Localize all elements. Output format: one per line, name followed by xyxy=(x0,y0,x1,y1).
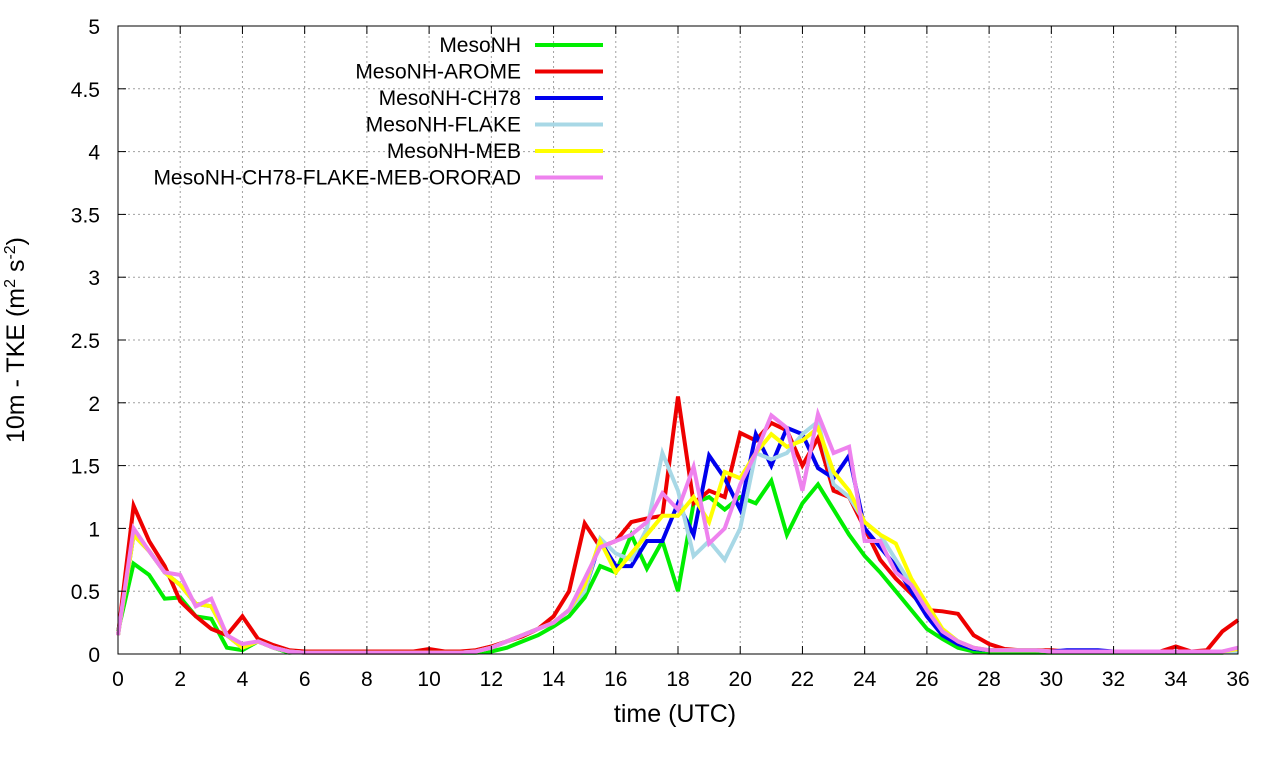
x-tick-label: 20 xyxy=(729,668,752,691)
y-axis-title-sup: 2 xyxy=(2,279,19,288)
y-tick-label: 2.5 xyxy=(71,330,100,353)
x-tick-label: 34 xyxy=(1164,668,1188,691)
x-tick-label: 16 xyxy=(604,668,627,691)
series-lines xyxy=(116,396,1240,655)
x-tick-label: 0 xyxy=(112,668,124,691)
y-axis-ticks: 0 0.5 1 1.5 2 2.5 3 3.5 4 4.5 5 xyxy=(71,16,1238,667)
y-tick-label: 1 xyxy=(88,518,100,541)
y-tick-label: 2 xyxy=(88,393,100,416)
legend-label: MesoNH-CH78-FLAKE-MEB-ORORAD xyxy=(153,167,521,190)
x-axis-title: time (UTC) xyxy=(614,700,736,728)
series-line-1 xyxy=(116,396,1240,654)
x-tick-label: 14 xyxy=(542,668,566,691)
y-tick-label: 3 xyxy=(88,267,100,290)
legend: MesoNH MesoNH-AROME MesoNH-CH78 MesoNH-FLAK… xyxy=(153,34,603,190)
x-tick-label: 4 xyxy=(237,668,249,691)
x-tick-label: 28 xyxy=(977,668,1000,691)
y-tick-label: 3.5 xyxy=(71,204,100,227)
x-tick-label: 36 xyxy=(1226,668,1249,691)
y-axis-title-part: s xyxy=(2,260,30,279)
legend-label: MesoNH xyxy=(439,34,521,57)
x-tick-label: 32 xyxy=(1102,668,1125,691)
x-tick-label: 26 xyxy=(915,668,938,691)
x-tick-label: 10 xyxy=(417,668,440,691)
legend-label: MesoNH-CH78 xyxy=(379,87,521,110)
x-tick-label: 6 xyxy=(299,668,311,691)
y-axis-title: 10m - TKE (m2 s-2) xyxy=(2,237,30,443)
x-axis-ticks: 0 2 4 6 8 10 12 14 16 18 20 22 24 26 28 30 32 34 36 xyxy=(112,26,1250,691)
y-tick-label: 0.5 xyxy=(71,581,100,604)
x-tick-label: 22 xyxy=(791,668,814,691)
y-tick-label: 5 xyxy=(88,16,100,39)
legend-label: MesoNH-FLAKE xyxy=(366,114,521,137)
y-tick-label: 4.5 xyxy=(71,79,100,102)
x-tick-label: 18 xyxy=(666,668,689,691)
y-axis-title-part: ) xyxy=(2,237,30,245)
y-axis-title-part: 10m - TKE (m xyxy=(2,288,30,443)
grid xyxy=(118,26,1238,654)
y-tick-label: 1.5 xyxy=(71,456,100,479)
x-tick-label: 2 xyxy=(174,668,186,691)
x-tick-label: 12 xyxy=(480,668,503,691)
x-tick-label: 8 xyxy=(361,668,373,691)
x-tick-label: 24 xyxy=(853,668,877,691)
y-axis-title-sup: -2 xyxy=(2,245,19,259)
legend-label: MesoNH-MEB xyxy=(387,140,521,163)
x-tick-label: 30 xyxy=(1040,668,1063,691)
y-tick-label: 0 xyxy=(88,644,100,667)
legend-label: MesoNH-AROME xyxy=(355,61,521,84)
y-tick-label: 4 xyxy=(88,142,100,165)
